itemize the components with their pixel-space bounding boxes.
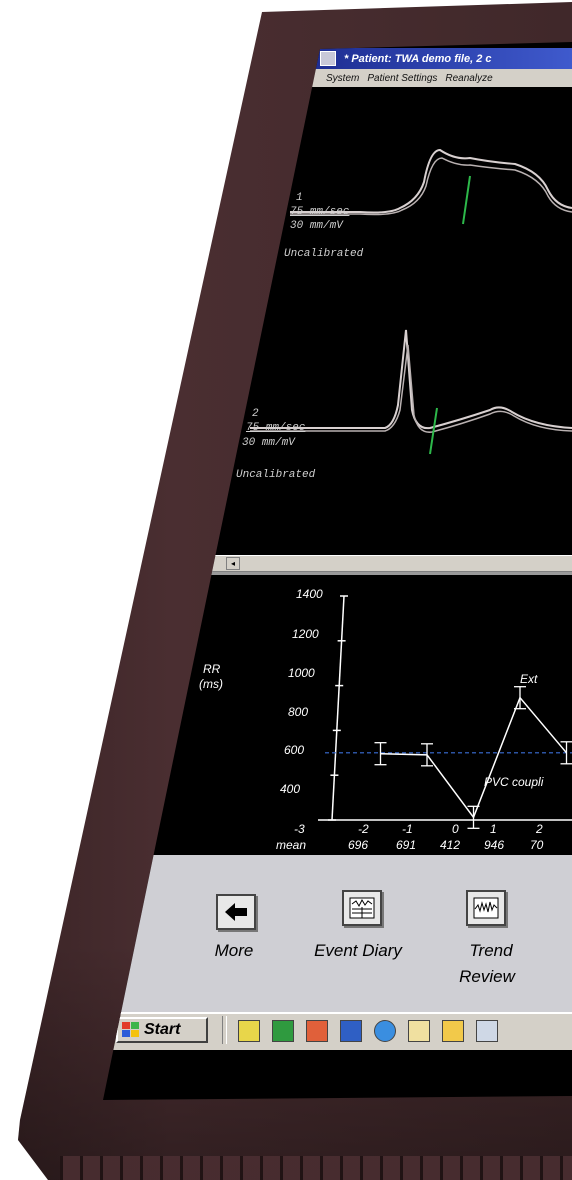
lead2-calibration: Uncalibrated [236, 469, 316, 481]
excel-icon[interactable] [272, 1020, 294, 1042]
lead1-number: 1 [296, 192, 303, 204]
clock-icon[interactable] [238, 1020, 260, 1042]
monitor-vents [60, 1156, 572, 1180]
menu-patient-settings[interactable]: Patient Settings [367, 72, 438, 84]
lead2-gain: 30 mm/mV [242, 437, 295, 449]
annotation-ext: Ext [520, 672, 538, 686]
x-tick-1: 1 [490, 822, 497, 836]
mean-value: 696 [348, 838, 369, 852]
pane-divider[interactable] [200, 572, 572, 575]
app-icon[interactable] [320, 51, 336, 66]
rr-y-label-line2: (ms) [199, 677, 223, 691]
arrow-left-icon [225, 903, 247, 921]
rr-series-line [380, 696, 568, 819]
x-tick-minus3: -3 [294, 822, 305, 836]
lead1-gain: 30 mm/mV [290, 220, 343, 232]
trend-review-button[interactable] [466, 890, 506, 926]
y-tick-600: 600 [284, 743, 305, 757]
notepad-icon[interactable] [408, 1020, 430, 1042]
menu-system[interactable]: System [326, 72, 360, 84]
lead1-speed: 75 mm/sec [290, 206, 350, 218]
annotation-pvc: PVC coupli [484, 775, 544, 789]
powerpoint-icon[interactable] [306, 1020, 328, 1042]
mean-value: 70 [530, 838, 544, 852]
more-button[interactable] [216, 894, 256, 930]
start-button[interactable]: Start [116, 1017, 208, 1043]
start-label: Start [144, 1021, 181, 1038]
trend-review-label-line1: Trend [469, 941, 513, 960]
x-tick-minus2: -2 [358, 822, 369, 836]
mean-value: 691 [396, 838, 417, 852]
ecg-lead2-marker [429, 407, 438, 455]
lead2-number: 2 [252, 408, 259, 420]
horizontal-scrollbar[interactable] [200, 555, 572, 572]
menu-bar: System Patient Settings Reanalyze [300, 69, 572, 87]
scroll-left-button[interactable]: ◂ [226, 557, 240, 570]
y-axis [331, 595, 345, 821]
trend-review-icon [473, 897, 499, 919]
window-title-bar[interactable]: * Patient: TWA demo file, 2 c [300, 48, 572, 69]
y-tick-1000: 1000 [288, 666, 315, 680]
x-tick-minus1: -1 [402, 822, 413, 836]
more-label: More [214, 941, 254, 960]
rr-y-label-line1: RR [203, 662, 221, 676]
mean-value: 946 [484, 838, 505, 852]
lead2-speed: 75 mm/sec [246, 422, 306, 434]
word-icon[interactable] [340, 1020, 362, 1042]
event-diary-icon [349, 897, 375, 919]
y-tick-1400: 1400 [296, 587, 323, 601]
ecg-lead1-trace-shadow [290, 157, 572, 216]
menu-reanalyze[interactable]: Reanalyze [445, 72, 493, 84]
y-tick-400: 400 [280, 782, 301, 796]
x-tick-2: 2 [536, 822, 543, 836]
x-tick-0: 0 [452, 822, 459, 836]
rr-interval-chart [318, 595, 572, 829]
mean-value: 412 [440, 838, 461, 852]
internet-explorer-icon[interactable] [374, 1020, 396, 1042]
mean-label: mean [276, 838, 307, 852]
windows-logo-icon [122, 1022, 139, 1037]
lead1-calibration: Uncalibrated [284, 248, 364, 260]
taskbar-separator [222, 1016, 227, 1044]
search-icon[interactable] [476, 1020, 498, 1042]
ecg-waveform-panel [250, 148, 572, 455]
ecg-lead1-trace [290, 148, 572, 214]
window-title: * Patient: TWA demo file, 2 c [344, 52, 492, 65]
ecg-lead1-marker [462, 175, 471, 225]
button-toolbar [103, 855, 572, 1015]
folder-icon[interactable] [442, 1020, 464, 1042]
y-tick-800: 800 [288, 705, 309, 719]
ecg-lead2-trace [250, 329, 572, 430]
ecg-lead2-trace-shadow [250, 344, 572, 433]
event-diary-label: Event Diary [314, 941, 402, 960]
rr-data-marks [328, 595, 572, 829]
y-tick-1200: 1200 [292, 627, 319, 641]
event-diary-button[interactable] [342, 890, 382, 926]
trend-review-label-line2: Review [459, 967, 515, 986]
